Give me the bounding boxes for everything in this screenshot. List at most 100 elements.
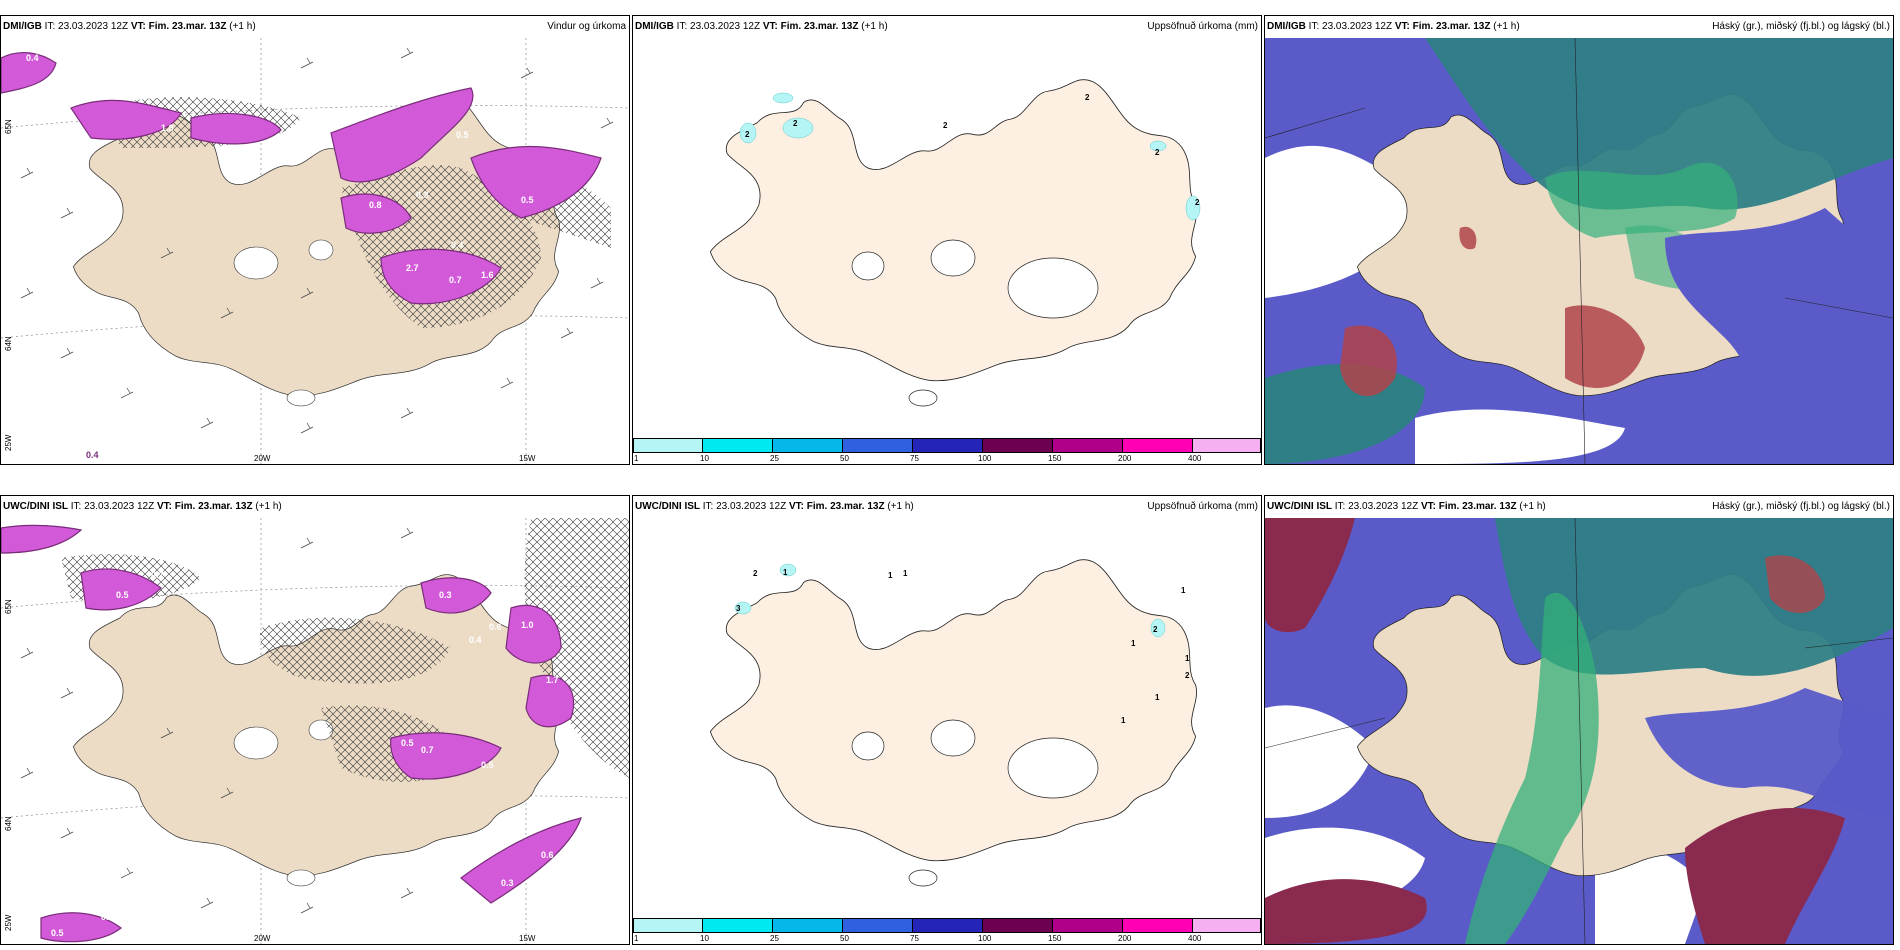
panel-header: DMI/IGB IT: 23.03.2023 12Z VT: Fim. 23.m… [633, 16, 1261, 38]
offset-label: (+1 h) [861, 21, 888, 32]
vt-label: VT: Fim. 23.mar. 13Z [788, 501, 885, 512]
precip-value: 0.8 [369, 200, 382, 210]
precip-value: 1.6 [481, 270, 494, 280]
colorbar-tick: 25 [770, 454, 779, 463]
accum-value: 1 [1121, 716, 1126, 725]
colorbar-seg [983, 918, 1053, 933]
vt-label: VT: Fim. 23.mar. 13Z [762, 21, 859, 32]
it-label: IT: 23.03.2023 12Z [44, 21, 129, 32]
colorbar-tick: 10 [700, 454, 709, 463]
accum-value: 1 [903, 569, 908, 578]
panel-uwc-wind: UWC/DINI ISL IT: 23.03.2023 12Z VT: Fim.… [0, 495, 630, 945]
colorbar-tick: 200 [1118, 454, 1132, 463]
precip-value: 1.7 [546, 675, 559, 685]
precip-value: 0.3 [416, 190, 429, 200]
colorbar-seg [773, 918, 843, 933]
lat-label: 64N [4, 336, 13, 351]
panel-title: Uppsöfnuð úrkoma (mm) [1147, 501, 1258, 512]
accum-value: 2 [753, 569, 758, 578]
precip-value: 0.5 [481, 760, 494, 770]
panel-dmi-accum: DMI/IGB IT: 23.03.2023 12Z VT: Fim. 23.m… [632, 15, 1262, 465]
vt-label: VT: Fim. 23.mar. 13Z [130, 21, 227, 32]
precip-value: 0.4 [86, 450, 99, 460]
accum-value: 1 [1131, 639, 1136, 648]
colorbar-seg [773, 438, 843, 453]
precip-value: 2.7 [406, 263, 419, 273]
colorbar-tick: 25 [770, 934, 779, 943]
precip-value: 0.7 [449, 275, 462, 285]
lon-label: 15W [519, 934, 536, 943]
panel-header: UWC/DINI ISL IT: 23.03.2023 12Z VT: Fim.… [1, 496, 629, 518]
vt-label: VT: Fim. 23.mar. 13Z [1420, 501, 1517, 512]
colorbar-tick: 150 [1048, 934, 1062, 943]
panel-title: Háský (gr.), miðský (fj.bl.) og lágský (… [1712, 21, 1890, 32]
precip-value: 0.4 [451, 240, 464, 250]
precip-value: 0.3 [501, 878, 514, 888]
colorbar-tick: 1 [634, 934, 639, 943]
accum-map: 3 2 1 1 1 2 1 1 2 1 1 1 [709, 559, 1198, 887]
colorbar-seg [633, 918, 703, 933]
offset-label: (+1 h) [229, 21, 256, 32]
panel-title: Vindur og úrkoma [547, 21, 626, 32]
colorbar-seg [1053, 918, 1123, 933]
accum-value: 2 [1155, 148, 1160, 157]
colorbar-tick: 75 [910, 454, 919, 463]
accum-value: 2 [1195, 198, 1200, 207]
it-label: IT: 23.03.2023 12Z [702, 501, 787, 512]
it-label: IT: 23.03.2023 12Z [1308, 21, 1393, 32]
colorbar-seg [1123, 438, 1193, 453]
panel-uwc-accum: UWC/DINI ISL IT: 23.03.2023 12Z VT: Fim.… [632, 495, 1262, 945]
it-label: IT: 23.03.2023 12Z [1334, 501, 1419, 512]
precip-value: 0.4 [469, 635, 482, 645]
vt-label: VT: Fim. 23.mar. 13Z [156, 501, 253, 512]
precip-value: 1.8 [161, 123, 174, 133]
model-label: UWC/DINI ISL [635, 501, 700, 512]
offset-label: (+1 h) [1519, 501, 1546, 512]
panel-title: Uppsöfnuð úrkoma (mm) [1147, 21, 1258, 32]
precip-value: 1.5 [311, 125, 324, 135]
panel-dmi-cloud: DMI/IGB IT: 23.03.2023 12Z VT: Fim. 23.m… [1264, 15, 1894, 465]
colorbar-tick: 150 [1048, 454, 1062, 463]
precip-value: 1.0 [521, 620, 534, 630]
offset-label: (+1 h) [1493, 21, 1520, 32]
accum-value: 2 [943, 121, 948, 130]
precip-value: 0.5 [51, 928, 64, 938]
lat-label: 65N [4, 119, 13, 134]
colorbar-seg [703, 918, 773, 933]
colorbar-seg [983, 438, 1053, 453]
precip-value: 0.5 [521, 195, 534, 205]
model-label: DMI/IGB [3, 21, 42, 32]
colorbar-seg [633, 438, 703, 453]
colorbar-seg [913, 438, 983, 453]
accum-value: 2 [1085, 93, 1090, 102]
cloud-map [1265, 38, 1893, 464]
colorbar-tick: 1 [634, 454, 639, 463]
vt-label: VT: Fim. 23.mar. 13Z [1394, 21, 1491, 32]
precip-value: 0.5 [116, 590, 129, 600]
panel-title: Háský (gr.), miðský (fj.bl.) og lágský (… [1712, 501, 1890, 512]
colorbar-seg [843, 918, 913, 933]
colorbar-seg [913, 918, 983, 933]
accum-value: 1 [1155, 693, 1160, 702]
colorbar-seg [1123, 918, 1193, 933]
accum-value: 2 [793, 119, 798, 128]
colorbar-seg [843, 438, 913, 453]
colorbar-seg [1053, 438, 1123, 453]
precip-value: 0.3 [439, 590, 452, 600]
panel-header: UWC/DINI ISL IT: 23.03.2023 12Z VT: Fim.… [1265, 496, 1893, 518]
precip-value: 0.4 [26, 53, 39, 63]
colorbar-tick: 50 [840, 454, 849, 463]
precip-value: 0.6 [541, 850, 554, 860]
colorbar-tick: 100 [978, 454, 992, 463]
precip-value: 0.3 [101, 912, 114, 922]
offset-label: (+1 h) [255, 501, 282, 512]
colorbar-tick: 200 [1118, 934, 1132, 943]
panel-header: UWC/DINI ISL IT: 23.03.2023 12Z VT: Fim.… [633, 496, 1261, 518]
accum-value: 3 [736, 604, 741, 613]
colorbar-seg [703, 438, 773, 453]
model-label: DMI/IGB [1267, 21, 1306, 32]
model-label: UWC/DINI ISL [1267, 501, 1332, 512]
precip-value: 0.7 [421, 745, 434, 755]
panel-uwc-cloud: UWC/DINI ISL IT: 23.03.2023 12Z VT: Fim.… [1264, 495, 1894, 945]
cloud-map [1265, 518, 1893, 944]
